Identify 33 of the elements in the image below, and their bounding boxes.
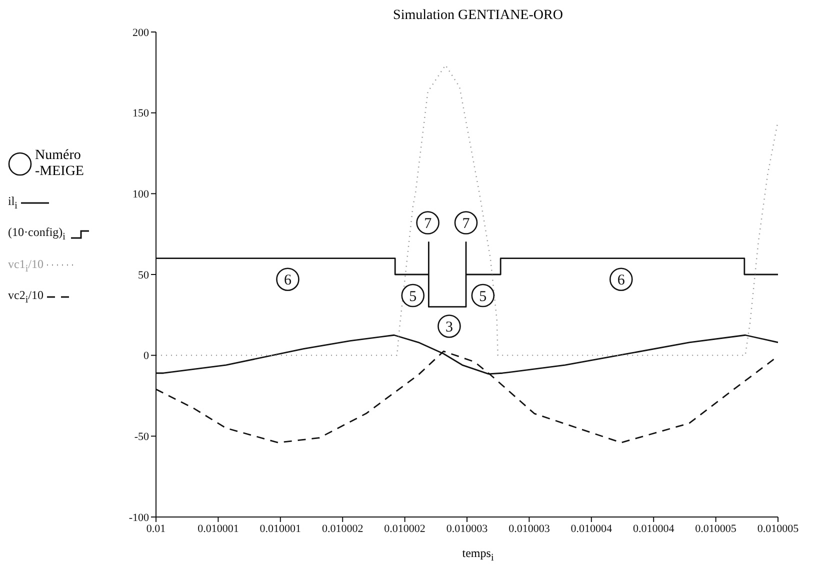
x-axis-title: temps$_{i}$ — [461, 546, 495, 564]
x-tick-label: 0.010005 — [757, 522, 800, 535]
y-tick-label: 50 — [138, 269, 150, 282]
x-tick-label: 0.010001 — [198, 522, 239, 535]
legend-label: il$_{i}$ — [8, 194, 18, 212]
y-tick-label: -100 — [128, 512, 150, 524]
chart-title: Simulation GENTIANE-ORO — [392, 8, 564, 25]
x-tick-label: 0.01 — [146, 522, 166, 535]
legend-label: (10·config)$_{i}$ — [8, 225, 66, 243]
y-tick-label: 200 — [132, 26, 150, 39]
annotation: 6 — [284, 272, 292, 289]
legend-label: vc2$_{i}$/10 — [8, 288, 44, 306]
y-tick-label: 150 — [132, 108, 150, 120]
legend-label: vc1$_{i}$/10 — [8, 256, 44, 274]
annotation: 5 — [479, 288, 487, 305]
annotation: 5 — [409, 288, 417, 305]
legend-title: Numéro -MEIGE — [35, 148, 85, 180]
x-tick-label: 0.010003 — [508, 522, 550, 535]
annotation: 7 — [462, 216, 470, 232]
x-tick-label: 0.010001 — [260, 522, 302, 535]
x-tick-label: 0.010005 — [695, 522, 737, 535]
line-series — [156, 64, 778, 356]
y-tick-label: -50 — [134, 431, 150, 444]
annotation: 6 — [617, 272, 626, 289]
x-tick-label: 0.010004 — [632, 522, 675, 535]
y-tick-label: 0 — [144, 350, 150, 362]
x-tick-label: 0.010002 — [384, 522, 426, 535]
y-tick-label: 100 — [132, 188, 150, 201]
x-tick-label: 0.010004 — [570, 522, 613, 535]
x-tick-label: 0.010003 — [446, 522, 488, 535]
annotation: 7 — [424, 216, 432, 232]
x-tick-label: 0.010002 — [322, 522, 364, 535]
annotation: 3 — [445, 320, 453, 336]
